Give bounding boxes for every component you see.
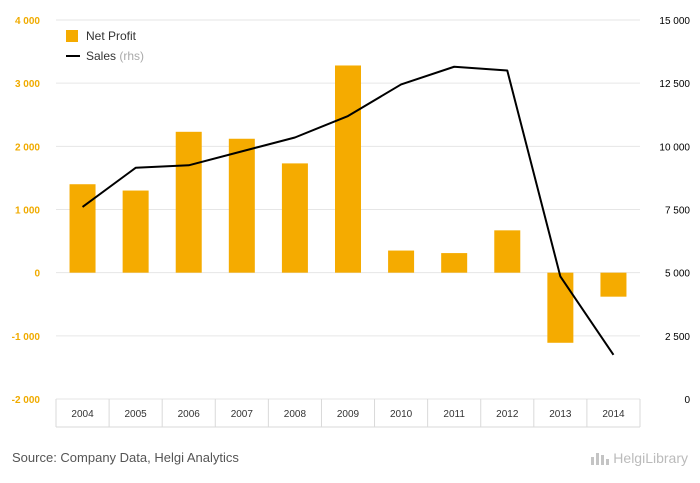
bar-2010: [388, 250, 415, 273]
right-tick-label: 0: [684, 395, 690, 406]
x-tick-label: 2011: [443, 409, 465, 420]
bar-2009: [335, 65, 361, 273]
bar-2005: [122, 190, 149, 273]
x-tick-label: 2010: [390, 409, 413, 420]
left-tick-label: 0: [34, 269, 40, 280]
bar-2007: [228, 138, 255, 273]
bar-2013: [547, 272, 574, 343]
x-tick-label: 2013: [549, 409, 572, 420]
x-tick-label: 2009: [337, 409, 360, 420]
bar-series-net-profit: [69, 65, 627, 343]
brand-logo: HelgiLibrary: [591, 450, 688, 466]
x-tick-label: 2012: [496, 409, 519, 420]
left-tick-label: 4 000: [15, 16, 40, 27]
bar-2012: [494, 230, 521, 273]
legend-swatch-net-profit: [66, 30, 78, 42]
left-tick-label: -1 000: [12, 332, 41, 343]
right-tick-label: 7 500: [665, 206, 690, 217]
bar-2008: [281, 163, 308, 273]
right-tick-label: 15 000: [659, 16, 690, 27]
x-tick-label: 2005: [125, 409, 148, 420]
x-tick-label: 2008: [284, 409, 307, 420]
legend: Net Profit Sales (rhs): [66, 29, 144, 63]
chart: -2 000 -1 000 0 1 000 2 000 3 000 4 000 0 2 500…: [12, 16, 690, 428]
brand-name: HelgiLibrary: [613, 450, 688, 466]
legend-label-net-profit: Net Profit: [86, 29, 137, 43]
left-tick-label: 1 000: [15, 206, 40, 217]
right-tick-label: 5 000: [665, 269, 690, 280]
line-series-sales: [81, 65, 615, 356]
bar-2011: [441, 253, 468, 273]
legend-label-sales: Sales (rhs): [86, 49, 144, 63]
bar-2004: [69, 184, 96, 273]
left-tick-label: 3 000: [15, 79, 40, 90]
x-tick-label: 2006: [178, 409, 201, 420]
right-tick-label: 2 500: [665, 332, 690, 343]
left-axis: -2 000 -1 000 0 1 000 2 000 3 000 4 000: [12, 16, 41, 406]
source-note: Source: Company Data, Helgi Analytics: [12, 450, 239, 465]
left-tick-label: 2 000: [15, 142, 40, 153]
right-tick-label: 10 000: [659, 142, 690, 153]
x-tick-label: 2014: [602, 409, 625, 420]
library-icon: [591, 451, 610, 465]
bar-2006: [175, 131, 202, 273]
x-tick-label: 2007: [231, 409, 254, 420]
x-tick-label: 2004: [71, 409, 94, 420]
right-axis: 0 2 500 5 000 7 500 10 000 12 500 15 000: [659, 16, 690, 406]
x-axis: 2004 2005 2006 2007 2008 2009 2010 2011 2012 2013…: [71, 409, 625, 420]
left-tick-label: -2 000: [12, 395, 41, 406]
bar-2014: [600, 272, 627, 297]
right-tick-label: 12 500: [659, 79, 690, 90]
